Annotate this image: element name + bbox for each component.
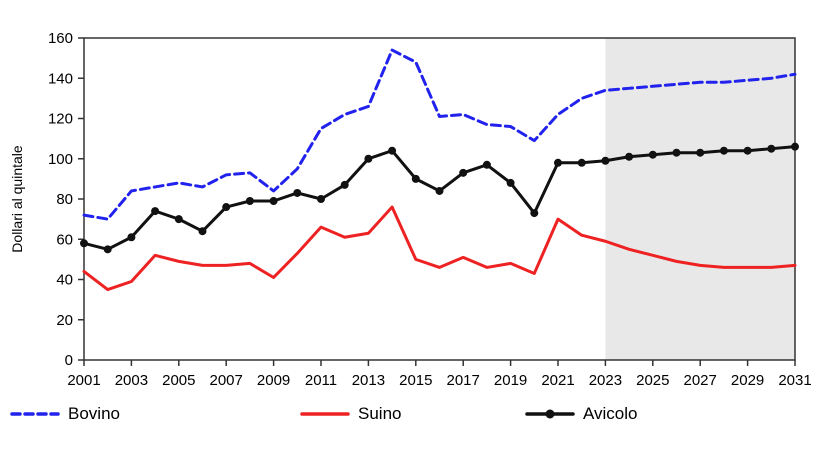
x-tick-label: 2015 xyxy=(399,372,432,389)
data-point-marker xyxy=(601,156,610,165)
legend-label-bovino: Bovino xyxy=(68,404,120,423)
data-point-marker xyxy=(198,227,207,236)
legend-label-suino: Suino xyxy=(358,404,402,423)
x-tick-label: 2009 xyxy=(257,372,290,389)
data-point-marker xyxy=(791,142,799,151)
legend-item-suino: Suino xyxy=(300,404,401,424)
y-tick-label: 120 xyxy=(48,111,73,128)
data-point-marker xyxy=(554,158,562,167)
data-point-marker xyxy=(222,203,231,212)
data-point-marker xyxy=(648,150,657,159)
data-point-marker xyxy=(435,186,444,195)
data-point-marker xyxy=(459,168,468,177)
legend-item-avicolo: Avicolo xyxy=(525,404,638,424)
x-tick-label: 2021 xyxy=(541,372,574,389)
legend-label-avicolo: Avicolo xyxy=(583,404,638,423)
x-tick-label: 2011 xyxy=(305,372,337,389)
y-tick-label: 60 xyxy=(56,231,73,248)
x-tick-label: 2001 xyxy=(67,372,100,389)
data-point-marker xyxy=(245,197,254,206)
data-point-marker xyxy=(672,148,681,157)
data-point-marker xyxy=(293,188,302,197)
data-point-marker xyxy=(103,245,112,254)
forecast-shaded-region xyxy=(605,38,795,360)
data-point-marker xyxy=(269,197,278,206)
suino-line-icon xyxy=(300,412,350,416)
data-point-marker xyxy=(317,195,325,203)
x-tick-label: 2003 xyxy=(115,372,148,389)
data-point-marker xyxy=(696,148,705,157)
data-point-marker xyxy=(127,233,136,242)
legend-item-bovino: Bovino xyxy=(10,404,120,424)
x-tick-label: 2031 xyxy=(778,372,811,389)
commodity-price-line-chart: 0 20 40 60 80 100 120 140 160 2001 2003 2005 2007 200… xyxy=(9,30,812,389)
y-tick-label: 100 xyxy=(48,151,73,168)
avicolo-line-marker-icon xyxy=(525,409,575,419)
data-point-marker xyxy=(767,144,776,153)
data-point-marker xyxy=(151,207,160,216)
data-point-marker xyxy=(364,154,373,163)
series-line-suino xyxy=(82,205,797,292)
x-tick-label: 2023 xyxy=(589,372,622,389)
series-line-bovino xyxy=(82,48,797,221)
x-tick-label: 2007 xyxy=(210,372,243,389)
legend: Bovino Suino Avicolo xyxy=(0,396,820,444)
data-point-marker xyxy=(174,215,183,224)
y-tick-label: 40 xyxy=(56,272,73,289)
y-tick-label: 80 xyxy=(56,191,73,208)
data-point-marker xyxy=(530,209,539,218)
data-point-marker xyxy=(506,178,515,187)
data-point-marker xyxy=(411,174,420,183)
data-point-marker xyxy=(625,152,634,161)
x-tick-label: 2019 xyxy=(494,372,527,389)
data-point-marker xyxy=(340,180,349,189)
bovino-dashed-line-icon xyxy=(10,412,60,416)
data-point-marker xyxy=(80,239,88,248)
x-tick-label: 2017 xyxy=(447,372,480,389)
x-tick-label: 2025 xyxy=(636,372,669,389)
data-point-marker xyxy=(577,158,586,167)
x-tick-label: 2027 xyxy=(684,372,717,389)
y-tick-label: 20 xyxy=(56,312,73,329)
data-point-marker xyxy=(743,146,752,155)
data-point-marker xyxy=(388,146,397,155)
y-tick-label: 160 xyxy=(48,30,73,47)
x-tick-label: 2005 xyxy=(162,372,195,389)
y-tick-label: 140 xyxy=(48,70,73,87)
x-tick-label: 2029 xyxy=(731,372,764,389)
y-axis-label: Dollari al quintale xyxy=(9,145,25,253)
y-tick-label: 0 xyxy=(65,352,73,369)
data-point-marker xyxy=(482,160,491,169)
data-point-marker xyxy=(719,146,728,155)
x-tick-label: 2013 xyxy=(352,372,385,389)
